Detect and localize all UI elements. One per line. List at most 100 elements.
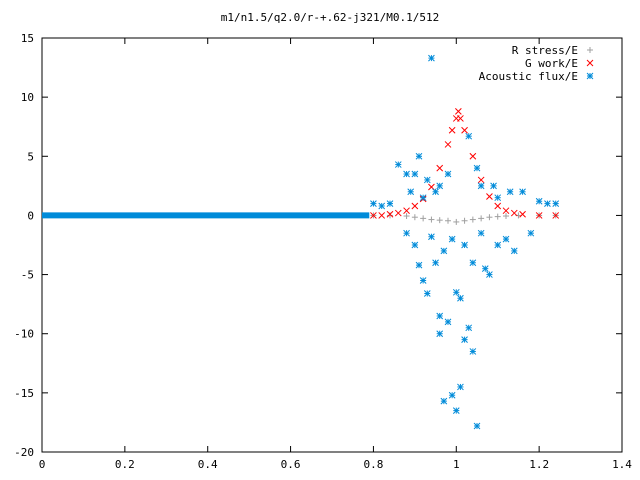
data-point [403, 229, 410, 237]
data-point [490, 182, 497, 190]
data-point [465, 324, 473, 332]
y-tick-label: 5 [27, 150, 34, 163]
data-point [419, 194, 427, 202]
data-point [436, 330, 444, 338]
series-g-work-e [370, 107, 560, 219]
data-point [502, 207, 510, 215]
data-point [473, 422, 481, 430]
data-point [411, 202, 419, 210]
data-point [436, 182, 444, 190]
data-point [411, 170, 419, 178]
data-point [519, 210, 526, 218]
data-point [378, 212, 386, 219]
data-point [419, 277, 427, 284]
data-point [378, 202, 386, 210]
data-point [428, 183, 435, 191]
data-point [457, 383, 464, 391]
data-point [428, 54, 435, 62]
y-tick-label: -10 [14, 328, 34, 341]
data-point [473, 164, 481, 172]
data-point [386, 200, 394, 207]
chart-title: m1/n1.5/q2.0/r-+.62-j321/M0.1/512 [221, 11, 440, 24]
data-point [527, 229, 535, 237]
data-point [461, 126, 468, 134]
data-point [403, 170, 410, 178]
data-point [436, 312, 444, 320]
data-point [552, 200, 560, 207]
data-point [477, 229, 485, 237]
x-tick-label: 0.6 [281, 458, 301, 471]
x-tick-label: 1.4 [612, 458, 632, 471]
data-point [370, 200, 377, 207]
y-tick-label: 15 [21, 32, 34, 45]
data-point [370, 212, 377, 219]
data-point [502, 235, 510, 243]
data-point [444, 170, 452, 178]
data-point [535, 197, 543, 205]
y-tick-label: 10 [21, 91, 34, 104]
data-point [423, 290, 431, 297]
legend-label: G work/E [525, 57, 578, 70]
legend-marker [587, 47, 593, 53]
data-point [394, 209, 402, 217]
legend-marker [586, 59, 594, 67]
data-point [411, 241, 419, 249]
data-point [535, 212, 543, 219]
data-marks [42, 54, 560, 430]
data-point [552, 212, 560, 219]
data-point [440, 397, 448, 405]
y-tick-label: -15 [14, 387, 34, 400]
data-point [432, 259, 439, 267]
data-point [423, 176, 431, 184]
x-tick-label: 0.2 [115, 458, 135, 471]
legend-label: R stress/E [512, 44, 578, 57]
data-point [455, 107, 462, 115]
data-point [494, 194, 502, 202]
data-point [486, 193, 493, 200]
x-tick-label: 1.2 [529, 458, 549, 471]
data-point [448, 235, 456, 243]
data-point [461, 336, 468, 343]
axes-ticks: 0 0.2 0.4 0.6 0.8 1 1.2 1.4 15 10 5 0 -5 -10 -15 -20 [14, 32, 632, 471]
series-acoustic-flux-e [370, 54, 560, 430]
data-point [481, 265, 489, 273]
data-point [494, 241, 502, 249]
series-r-stress-e [370, 212, 559, 225]
plot-frame [41, 37, 623, 453]
data-point [432, 188, 439, 196]
data-point [461, 241, 468, 249]
legend-label: Acoustic flux/E [479, 70, 578, 83]
data-point [452, 288, 460, 296]
legend-marker [586, 72, 594, 80]
legend-marker-line [586, 59, 594, 67]
data-point [469, 348, 477, 355]
data-point [510, 247, 518, 255]
data-point [436, 164, 444, 172]
y-tick-label: -5 [21, 269, 34, 282]
data-point [415, 261, 423, 269]
data-point [469, 259, 477, 267]
data-point [494, 202, 502, 210]
data-point [444, 318, 452, 326]
data-point [465, 132, 473, 140]
data-point [444, 141, 452, 148]
data-point [428, 233, 435, 241]
data-point [477, 182, 485, 190]
data-point [448, 126, 456, 134]
y-tick-label: 0 [27, 209, 34, 222]
data-point [519, 188, 526, 196]
data-point [394, 161, 402, 168]
data-point [486, 271, 493, 278]
data-point [457, 115, 464, 122]
data-point [407, 188, 415, 196]
data-point [510, 209, 518, 217]
x-tick-label: 1 [453, 458, 460, 471]
y-tick-label: -20 [14, 446, 34, 459]
data-point [544, 200, 551, 207]
data-point [403, 207, 410, 215]
legend-marker-line [586, 72, 594, 80]
data-point [448, 391, 456, 399]
data-point [469, 152, 477, 160]
x-tick-label: 0 [39, 458, 46, 471]
